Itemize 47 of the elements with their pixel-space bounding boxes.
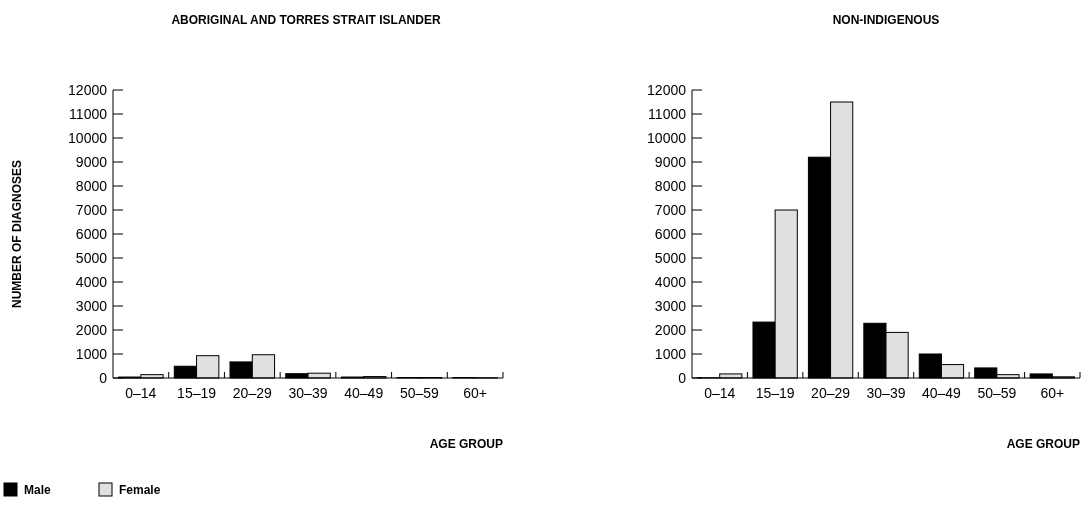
- y-tick-label: 3000: [75, 297, 108, 314]
- y-tick-label: 8000: [654, 177, 687, 194]
- y-tick-label: 4000: [654, 273, 687, 290]
- y-tick-label: 2000: [75, 321, 108, 338]
- y-tick-label: 4000: [75, 273, 108, 290]
- x-tick-label: 15–19: [177, 385, 217, 401]
- y-axis-title: NUMBER OF DIAGNOSES: [10, 159, 24, 309]
- x-tick-label: 40–49: [344, 385, 384, 401]
- x-tick-label: 60+: [1040, 385, 1065, 401]
- chart-title: NON-INDIGENOUS: [832, 13, 940, 27]
- y-tick-label: 6000: [75, 225, 108, 242]
- x-tick-label: 50–59: [399, 385, 440, 401]
- y-tick-label: 7000: [654, 201, 687, 218]
- legend-label: Female: [119, 483, 161, 498]
- chart-title: ABORIGINAL AND TORRES STRAIT ISLANDER: [171, 13, 441, 27]
- y-tick-label: 1000: [654, 345, 687, 362]
- y-tick-label: 1000: [75, 345, 108, 362]
- y-tick-label: 12000: [68, 81, 108, 98]
- x-axis-title: AGE GROUP: [429, 437, 503, 451]
- legend-label: Male: [24, 483, 51, 498]
- y-tick-label: 5000: [654, 249, 687, 266]
- y-tick-label: 8000: [75, 177, 108, 194]
- x-tick-label: 0–14: [704, 385, 736, 401]
- y-tick-label: 11000: [69, 105, 108, 122]
- x-tick-label: 20–29: [232, 385, 272, 401]
- y-tick-label: 9000: [654, 153, 687, 170]
- y-tick-label: 10000: [68, 129, 108, 146]
- y-tick-label: 7000: [75, 201, 108, 218]
- x-tick-label: 40–49: [921, 385, 962, 401]
- y-tick-label: 6000: [654, 225, 687, 242]
- y-tick-label: 5000: [75, 249, 108, 266]
- y-tick-label: 10000: [647, 129, 687, 146]
- y-tick-label: 3000: [654, 297, 687, 314]
- x-tick-label: 60+: [463, 385, 488, 401]
- y-tick-label: 9000: [75, 153, 108, 170]
- x-tick-label: 15–19: [755, 385, 795, 401]
- y-tick-label: 0: [99, 369, 108, 386]
- x-tick-label: 30–39: [288, 385, 328, 401]
- y-tick-label: 2000: [654, 321, 687, 338]
- y-tick-label: 0: [678, 369, 687, 386]
- x-axis-title: AGE GROUP: [1006, 437, 1080, 451]
- x-tick-label: 30–39: [866, 385, 906, 401]
- y-tick-label: 11000: [648, 105, 687, 122]
- x-tick-label: 0–14: [125, 385, 157, 401]
- x-tick-label: 50–59: [977, 385, 1017, 401]
- y-tick-label: 12000: [647, 81, 687, 98]
- x-tick-label: 20–29: [811, 385, 851, 401]
